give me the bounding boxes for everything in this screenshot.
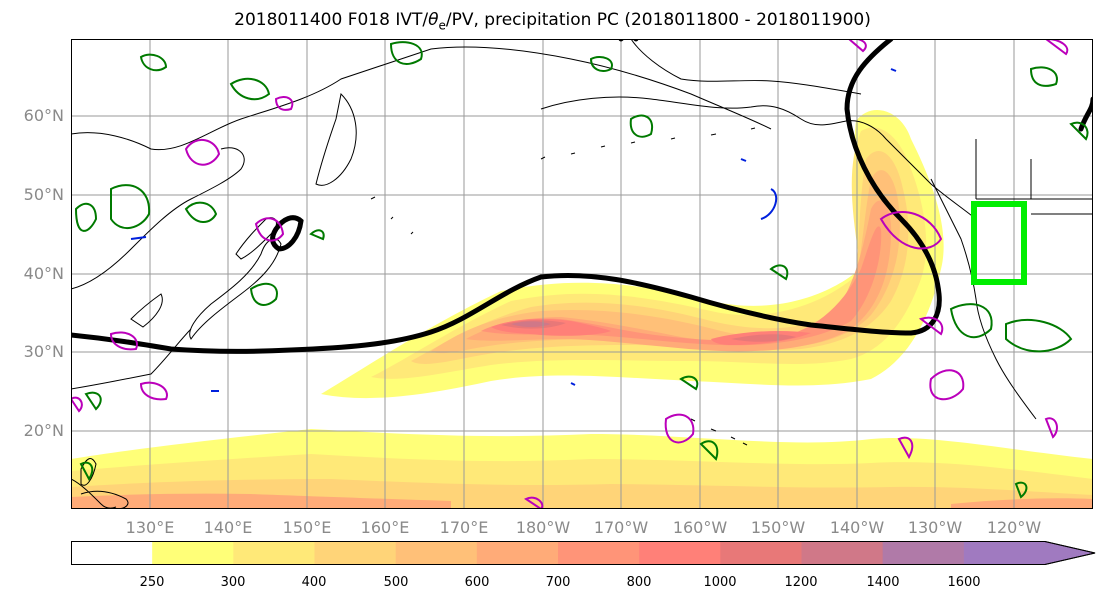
ivt-band-700 (481, 226, 882, 346)
colorbar-tick-1600: 1600 (947, 575, 981, 590)
lon-label-130w: 130°W (907, 518, 963, 537)
colorbar-segment (801, 541, 884, 565)
colorbar-segment (314, 541, 397, 565)
colorbar-segment (71, 541, 153, 565)
lon-label-180w: 180°W (515, 518, 571, 537)
coastlines (71, 39, 1093, 509)
colorbar-segment (233, 541, 315, 565)
colorbar-tick-300: 300 (220, 575, 246, 590)
colorbar-tick-800: 800 (626, 575, 652, 590)
ivt-band-400 (411, 150, 909, 364)
colorbar-segment (395, 541, 478, 565)
lon-label-140e: 140°E (203, 518, 253, 537)
colorbar-tick-250: 250 (139, 575, 165, 590)
lon-label-170e: 170°E (439, 518, 489, 537)
blue-contours (130, 68, 897, 392)
colorbar-segment (882, 541, 965, 565)
colorbar-segment (152, 541, 234, 565)
pv-contours (74, 41, 1089, 499)
colorbar-segment (963, 541, 1046, 565)
lon-label-170w: 170°W (593, 518, 649, 537)
ivt-band-600 (466, 200, 892, 352)
ivt-shading (71, 109, 1093, 509)
lon-label-130e: 130°E (125, 518, 175, 537)
colorbar-segment (720, 541, 802, 565)
map-frame (71, 39, 1093, 509)
colorbar-segment (476, 541, 559, 565)
ivt-sub-600 (71, 493, 1093, 509)
colorbar-extend-arrow (1044, 541, 1096, 565)
ivt-band-1200 (511, 321, 551, 327)
colorbar-tick-1000: 1000 (703, 575, 737, 590)
lon-label-160e: 160°E (360, 518, 410, 537)
colorbar-outline (71, 541, 1096, 565)
colorbar-tick-600: 600 (464, 575, 490, 590)
colorbar-tick-1400: 1400 (866, 575, 900, 590)
colorbar-segment (639, 541, 721, 565)
lat-label-30n: 30°N (23, 342, 64, 361)
colorbar-tick-700: 700 (545, 575, 571, 590)
colorbar (71, 541, 1096, 565)
lon-label-140w: 140°W (829, 518, 885, 537)
lon-label-150w: 150°W (750, 518, 806, 537)
lon-label-160w: 160°W (672, 518, 728, 537)
lon-label-150e: 150°E (282, 518, 332, 537)
target-region-box (971, 201, 1027, 285)
ivt-band-800 (491, 319, 811, 345)
lon-label-120w: 120°W (986, 518, 1042, 537)
colorbar-tick-1200: 1200 (784, 575, 818, 590)
lat-label-20n: 20°N (23, 421, 64, 440)
map-title: 2018011400 F018 IVT/θe/PV, precipitation… (234, 10, 871, 33)
lat-label-40n: 40°N (23, 264, 64, 283)
theta-contours (71, 39, 1069, 509)
lat-label-60n: 60°N (23, 106, 64, 125)
lat-label-50n: 50°N (23, 185, 64, 204)
colorbar-tick-400: 400 (301, 575, 327, 590)
colorbar-tick-500: 500 (383, 575, 409, 590)
ivt-map (71, 39, 1093, 509)
colorbar-segments (71, 541, 1046, 565)
colorbar-segment (558, 541, 640, 565)
